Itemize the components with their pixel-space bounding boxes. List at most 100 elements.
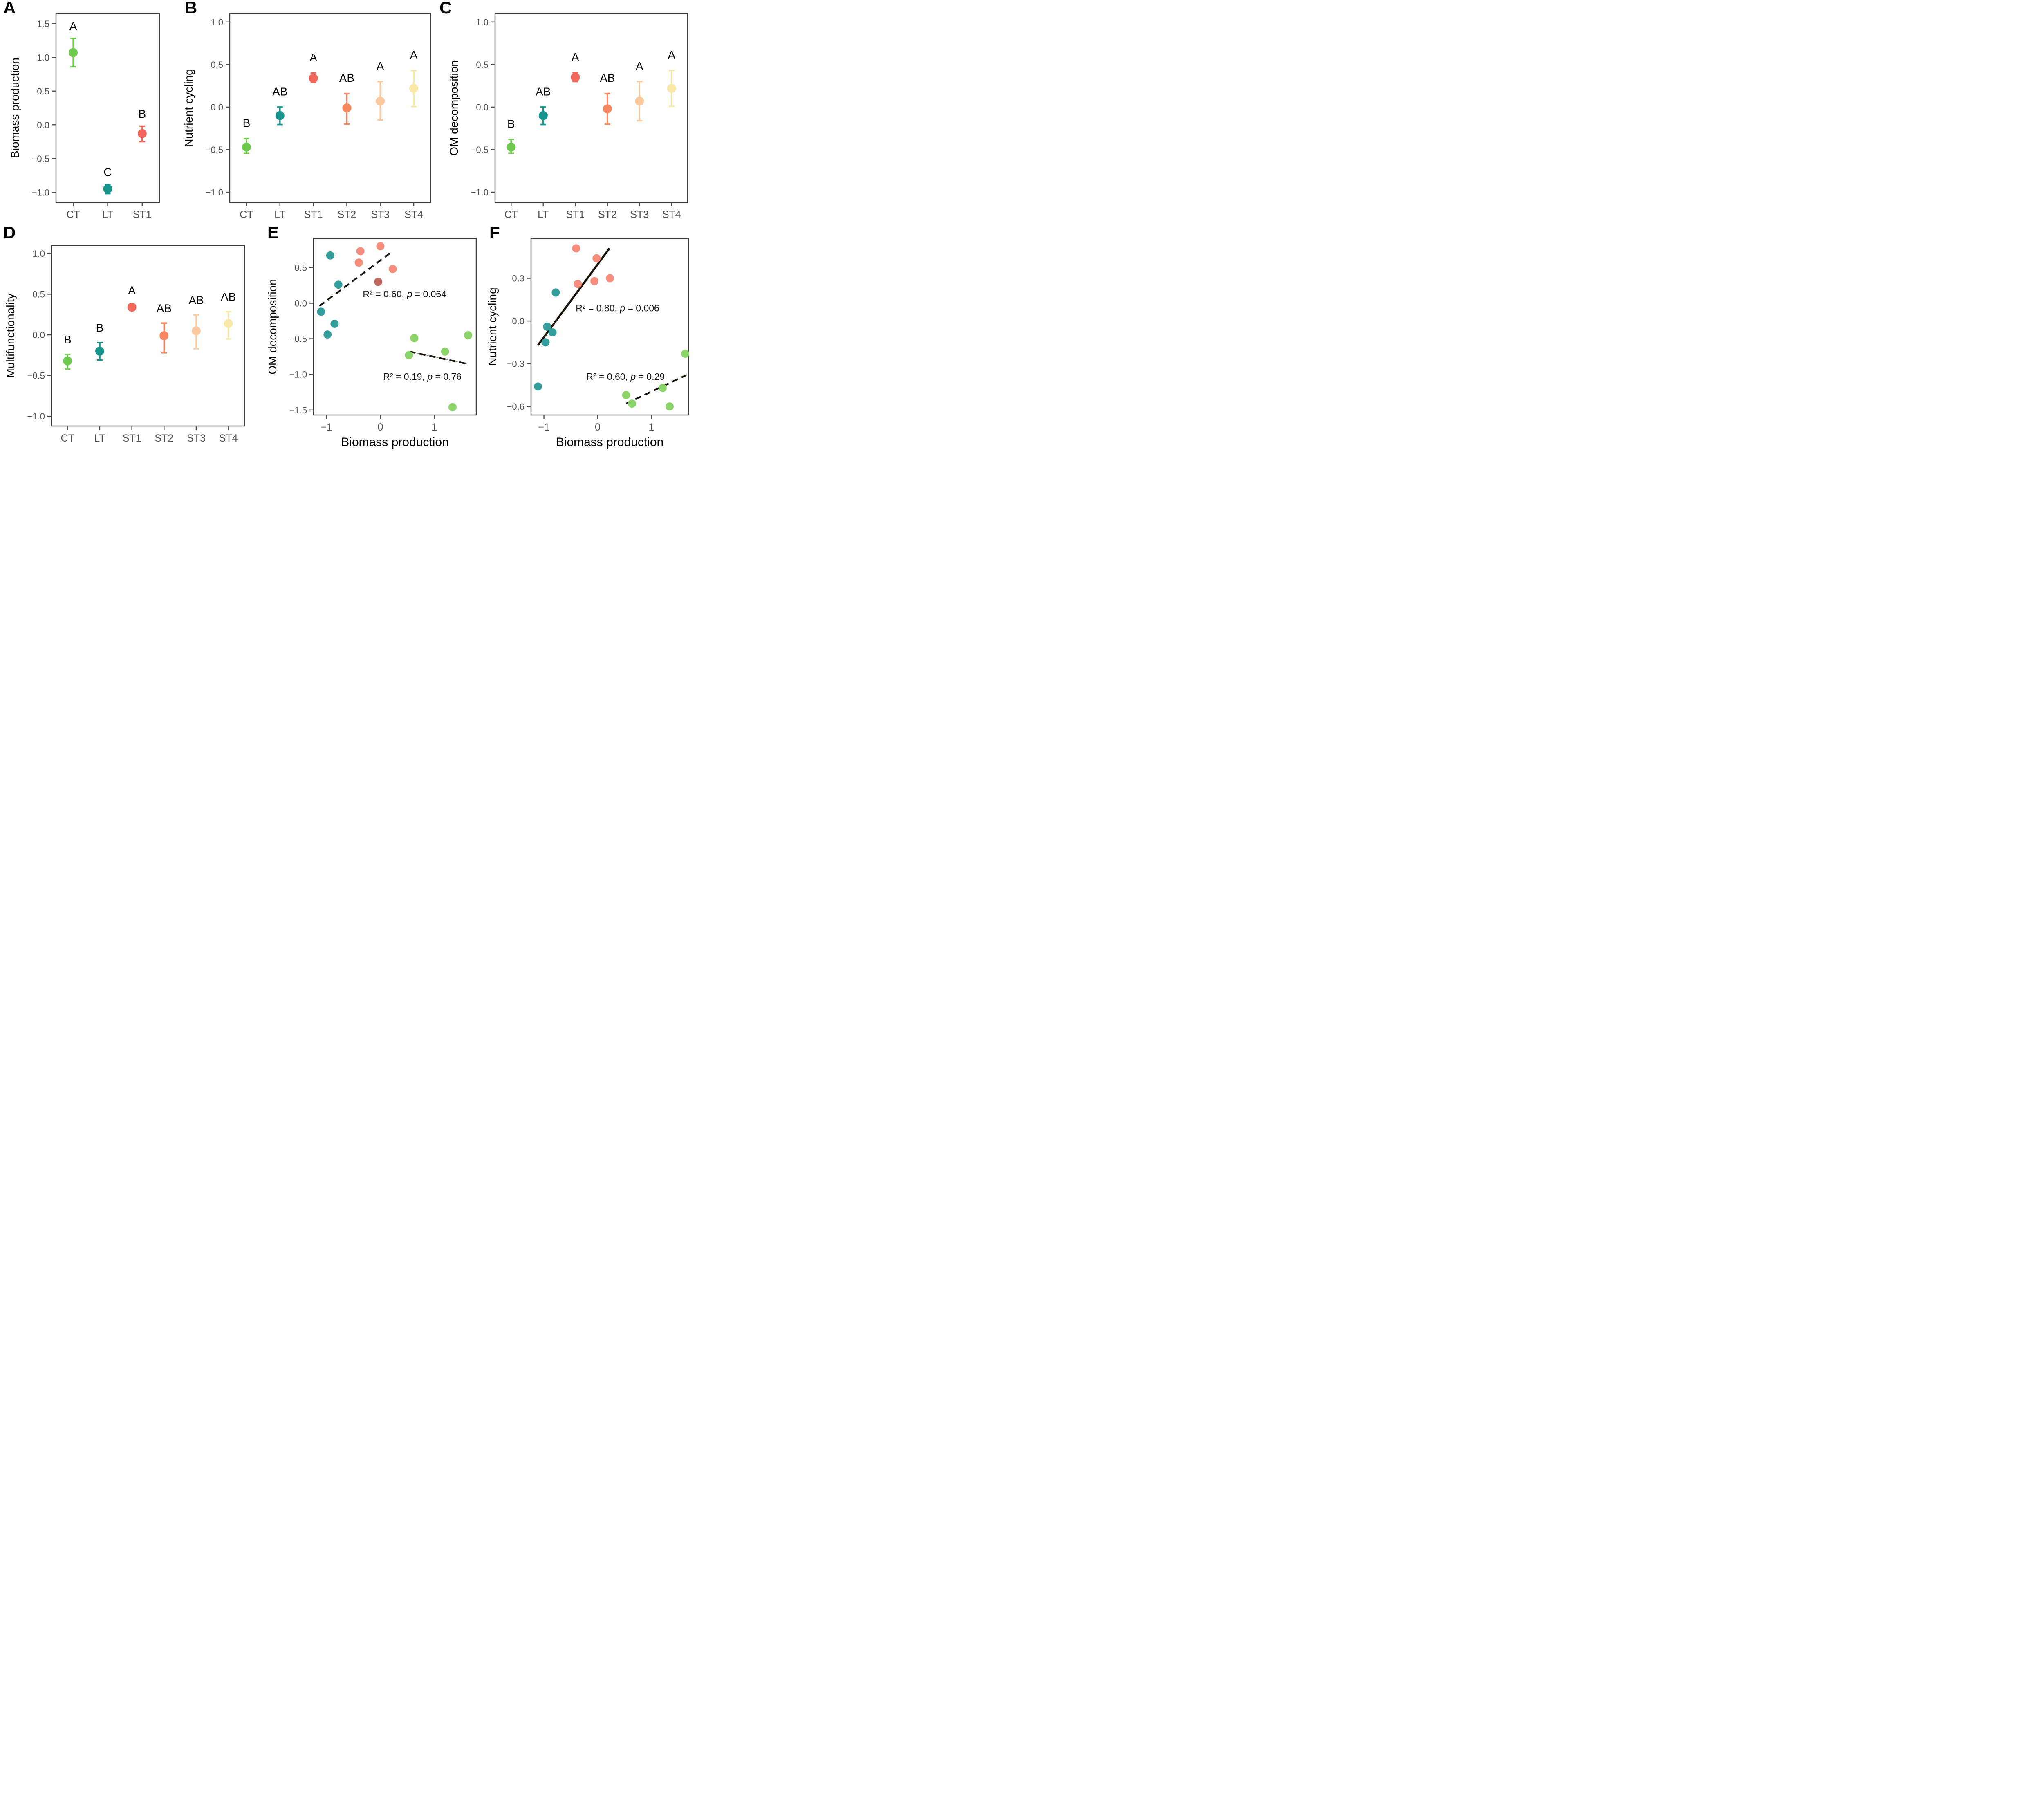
mean-point-ST4	[409, 84, 419, 93]
panel-a-plot: 1.5 1.0 0.5 0.0 −0.5 −1.0 CT LT ST1 A C B	[32, 13, 160, 220]
x-category-label: ST4	[404, 209, 423, 220]
panel-a-biomass-production: A Biomass production 1.5 1.0 0.5 0.0 −0.5 −1.…	[0, 0, 168, 225]
plot-border	[229, 13, 431, 203]
y-tick-label: 0.5	[476, 60, 489, 70]
significance-letter: AB	[600, 72, 615, 84]
x-tick-label: −1	[538, 422, 550, 433]
y-tick-label: −0.5	[471, 145, 489, 155]
plot-border	[313, 238, 477, 416]
significance-letter: B	[243, 117, 251, 129]
significance-letter: AB	[536, 85, 551, 98]
significance-letter: A	[309, 51, 317, 64]
scatter-point-LT	[534, 382, 542, 391]
panel-e-plot: 0.5 0.0 −0.5 −1.0 −1.5 −1 0 1 R² = 0.60, p = 0.0…	[289, 238, 477, 433]
scatter-point-ST1	[592, 254, 601, 262]
x-tick-label: −1	[320, 422, 332, 433]
regression-annotation: R² = 0.19, p = 0.76	[383, 371, 462, 382]
significance-letter: B	[507, 118, 515, 130]
mean-point-ST1	[127, 303, 137, 312]
y-tick-label: 0.0	[294, 298, 307, 309]
x-category-label: CT	[240, 209, 253, 220]
significance-letter: A	[636, 60, 643, 72]
regression-line-solid	[537, 247, 610, 346]
y-tick-label: −1.0	[32, 187, 49, 197]
x-category-label: CT	[61, 433, 74, 444]
scatter-point-LT	[330, 320, 339, 328]
y-tick-label: 1.5	[37, 19, 49, 29]
regression-line-dashed	[625, 374, 687, 405]
scatter-point-LT	[326, 251, 334, 260]
mean-point-ST4	[224, 319, 233, 328]
x-category-label: ST3	[187, 433, 206, 444]
x-category-label: LT	[274, 209, 285, 220]
mean-point-ST1	[137, 129, 147, 138]
mean-point-ST3	[635, 96, 644, 106]
y-tick-label: −0.5	[32, 154, 49, 164]
mean-point-LT	[103, 184, 112, 193]
panel-f-plot: 0.3 0.0 −0.3 −0.6 −1 0 1 R² = 0.80, p = 0.006 R²…	[507, 238, 690, 433]
scatter-point-ST1-LT-overlap	[374, 278, 383, 286]
scatter-point-ST1	[356, 247, 365, 256]
y-tick-label: 1.0	[32, 249, 45, 259]
significance-letter: AB	[157, 302, 172, 314]
x-category-label: CT	[67, 209, 80, 220]
x-category-label: ST2	[155, 433, 173, 444]
scatter-point-LT	[317, 307, 325, 316]
x-category-label: ST3	[630, 209, 649, 220]
panel-d-tag: D	[3, 223, 16, 242]
scatter-point-LT	[551, 288, 560, 297]
significance-letter: C	[103, 166, 112, 179]
regression-line-dashed	[319, 251, 392, 307]
scatter-point-CT	[410, 334, 419, 342]
significance-letter: A	[128, 284, 136, 297]
y-tick-label: 0.3	[512, 274, 524, 284]
y-tick-label: −1.5	[289, 405, 307, 415]
x-category-label: CT	[504, 209, 518, 220]
significance-letter: A	[377, 60, 384, 72]
x-category-label: ST3	[371, 209, 390, 220]
panel-b-plot: 1.0 0.5 0.0 −0.5 −1.0 CT LT ST1 ST2 ST3 ST4 B AB A AB A…	[206, 13, 431, 220]
scatter-point-CT	[464, 331, 473, 339]
panel-d-plot: 1.0 0.5 0.0 −0.5 −1.0 CT LT ST1 ST2 ST3 ST4 B B A AB AB…	[27, 245, 245, 444]
y-tick-label: −1.0	[471, 187, 489, 197]
y-tick-label: −0.5	[27, 371, 45, 381]
scatter-point-ST1	[388, 265, 397, 273]
mean-point-ST4	[667, 84, 676, 93]
scatter-point-LT	[548, 328, 557, 336]
scatter-point-ST1	[572, 244, 580, 253]
x-category-label: ST4	[662, 209, 681, 220]
y-tick-label: 1.0	[37, 52, 49, 63]
y-tick-label: 1.0	[476, 17, 489, 27]
scatter-point-CT	[622, 391, 630, 399]
y-tick-label: 0.0	[211, 102, 223, 112]
plot-border	[494, 13, 688, 203]
x-category-label: ST1	[566, 209, 585, 220]
y-tick-label: 0.5	[32, 289, 45, 299]
scatter-point-CT	[628, 399, 637, 408]
scatter-point-LT	[323, 330, 332, 339]
mean-point-ST2	[342, 103, 352, 112]
panel-b-nutrient-cycling: B Nutrient cycling 1.0 0.5 0.0 −0.5 −1.0 CT LT…	[168, 0, 435, 225]
scatter-point-ST1	[574, 280, 582, 288]
significance-letter: AB	[339, 72, 354, 84]
x-category-label: ST2	[337, 209, 356, 220]
panel-c-tag: C	[439, 0, 452, 17]
scatter-point-CT	[448, 403, 457, 411]
plot-border	[530, 238, 689, 416]
x-category-label: LT	[94, 433, 105, 444]
mean-point-CT	[242, 142, 251, 152]
significance-letter: B	[96, 321, 104, 334]
x-tick-label: 1	[431, 422, 437, 433]
panel-c-plot: 1.0 0.5 0.0 −0.5 −1.0 CT LT ST1 ST2 ST3 ST4 B AB A AB A…	[471, 13, 688, 220]
significance-letter: AB	[272, 85, 287, 98]
mean-point-CT	[69, 48, 78, 57]
significance-letter: B	[138, 108, 146, 120]
scatter-point-CT	[405, 351, 413, 359]
x-category-label: ST1	[123, 433, 141, 444]
mean-point-LT	[95, 346, 104, 356]
y-tick-label: 1.0	[211, 17, 223, 27]
significance-letter: A	[69, 20, 77, 32]
mean-point-ST1	[309, 74, 318, 83]
x-tick-label: 0	[377, 422, 383, 433]
scatter-point-CT	[441, 347, 449, 356]
